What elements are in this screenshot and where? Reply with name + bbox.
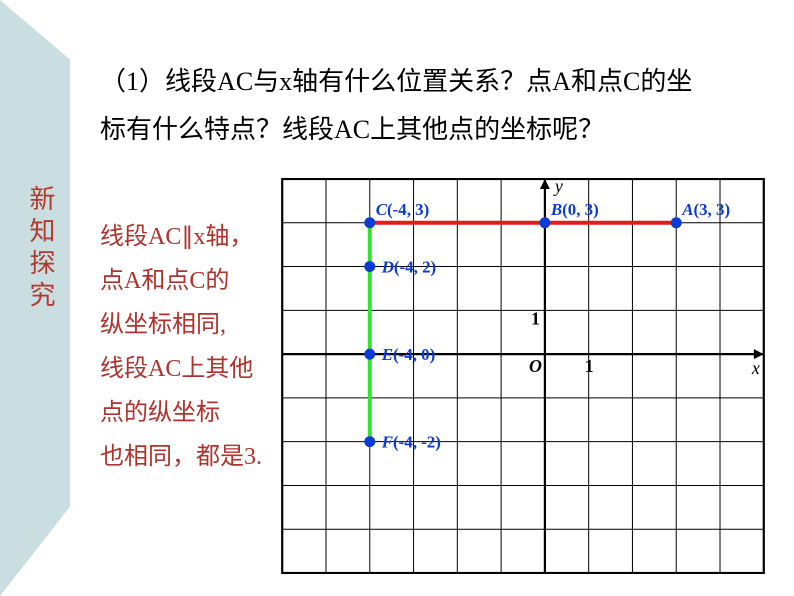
coordinate-chart: x y O 1 1 C(-4, 3) B(0, 3) A(3, 3) D(-4, 2) E(-4,… — [280, 178, 766, 574]
svg-text:B(0, 3): B(0, 3) — [550, 200, 599, 219]
answer-line: 点A和点C的 — [100, 259, 270, 303]
answer-line: 也相同，都是3. — [100, 435, 270, 479]
answer-line: 线段AC上其他 — [100, 347, 270, 391]
svg-text:E(-4, 0): E(-4, 0) — [381, 345, 436, 364]
answer-line: 纵坐标相同, — [100, 303, 270, 347]
svg-text:1: 1 — [531, 308, 540, 328]
svg-text:O: O — [529, 356, 542, 376]
answer-block: 线段AC∥x轴， 点A和点C的 纵坐标相同, 线段AC上其他 点的纵坐标 也相同… — [100, 215, 270, 479]
question-prefix: （1） — [100, 67, 165, 96]
question-body: 线段AC与x轴有什么位置关系？点A和点C的坐标有什么特点？线段AC上其他点的坐标… — [100, 67, 692, 144]
answer-line: 点的纵坐标 — [100, 391, 270, 435]
svg-text:C(-4, 3): C(-4, 3) — [376, 200, 430, 219]
svg-text:F(-4, -2): F(-4, -2) — [381, 433, 441, 452]
svg-text:y: y — [553, 178, 563, 196]
question-text: （1）线段AC与x轴有什么位置关系？点A和点C的坐标有什么特点？线段AC上其他点… — [100, 58, 700, 154]
sidebar-label: 新知探究 — [22, 185, 59, 313]
svg-text:D(-4, 2): D(-4, 2) — [381, 258, 436, 277]
svg-text:A(3, 3): A(3, 3) — [681, 200, 730, 219]
svg-text:1: 1 — [585, 356, 594, 376]
answer-line: 线段AC∥x轴， — [100, 215, 270, 259]
svg-text:x: x — [751, 358, 760, 378]
